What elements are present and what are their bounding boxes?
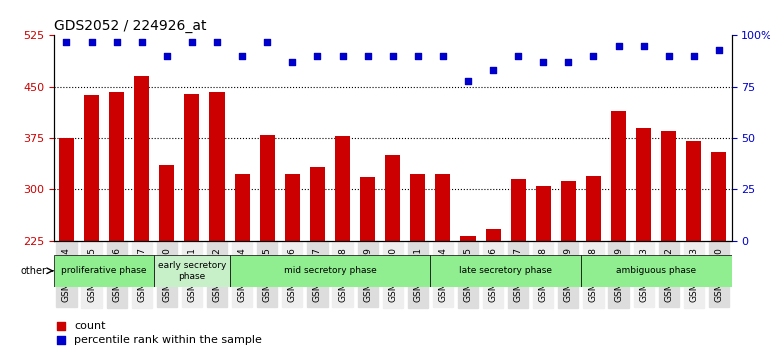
Bar	[335, 136, 350, 354]
Point	[562, 59, 574, 65]
Point	[448, 133, 460, 139]
Bar	[360, 177, 375, 354]
Point	[612, 43, 624, 48]
Bar	[184, 93, 199, 354]
Bar	[581, 255, 732, 287]
Bar	[561, 181, 576, 354]
Text: late secretory phase: late secretory phase	[459, 266, 552, 275]
Point	[286, 59, 299, 65]
Bar	[536, 186, 551, 354]
Bar	[611, 111, 626, 354]
Point	[638, 43, 650, 48]
Point	[161, 53, 173, 59]
Bar	[385, 155, 400, 354]
Point	[437, 53, 449, 59]
Point	[60, 39, 72, 44]
Bar	[410, 174, 425, 354]
Bar	[460, 236, 476, 354]
Point	[211, 39, 223, 44]
Bar	[711, 152, 726, 354]
Point	[311, 53, 323, 59]
Point	[512, 53, 524, 59]
Point	[663, 53, 675, 59]
Point	[387, 53, 399, 59]
Point	[537, 59, 550, 65]
Point	[85, 39, 98, 44]
Bar	[661, 131, 676, 354]
Bar	[235, 174, 249, 354]
Bar	[209, 92, 225, 354]
Bar	[511, 179, 526, 354]
Point	[236, 53, 248, 59]
Bar	[154, 255, 229, 287]
Bar	[686, 142, 701, 354]
Point	[361, 53, 373, 59]
Point	[462, 78, 474, 84]
Point	[688, 53, 700, 59]
Text: ambiguous phase: ambiguous phase	[616, 266, 696, 275]
Bar	[109, 92, 124, 354]
Point	[261, 39, 273, 44]
Point	[412, 53, 424, 59]
Bar	[134, 76, 149, 354]
Point	[487, 68, 499, 73]
Point	[186, 39, 198, 44]
Point	[448, 262, 460, 268]
Bar	[586, 176, 601, 354]
Bar	[229, 255, 430, 287]
Text: count: count	[74, 321, 105, 331]
Bar	[159, 165, 174, 354]
Point	[110, 39, 122, 44]
Bar	[435, 174, 450, 354]
Text: proliferative phase: proliferative phase	[62, 266, 147, 275]
Text: mid secretory phase: mid secretory phase	[283, 266, 377, 275]
Bar	[259, 135, 275, 354]
Text: early secretory
phase: early secretory phase	[158, 261, 226, 280]
Bar	[310, 167, 325, 354]
Text: other: other	[20, 266, 46, 276]
Point	[336, 53, 349, 59]
Text: GDS2052 / 224926_at: GDS2052 / 224926_at	[54, 19, 206, 33]
Bar	[84, 95, 99, 354]
Bar	[636, 128, 651, 354]
Bar	[54, 255, 154, 287]
Point	[588, 53, 600, 59]
Bar	[285, 174, 300, 354]
Bar	[486, 229, 500, 354]
Bar	[430, 255, 581, 287]
Text: percentile rank within the sample: percentile rank within the sample	[74, 335, 262, 345]
Point	[136, 39, 148, 44]
Point	[713, 47, 725, 53]
Bar	[59, 138, 74, 354]
